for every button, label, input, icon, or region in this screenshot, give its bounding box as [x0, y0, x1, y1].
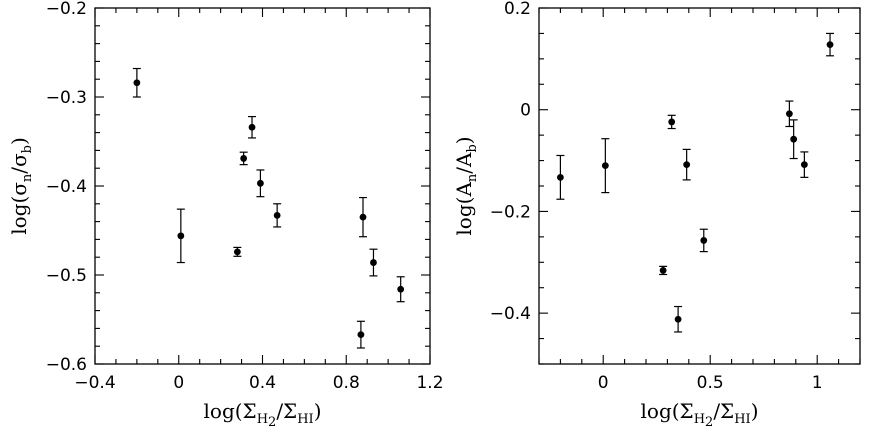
- y-axis-label: log(An/Ab): [452, 136, 480, 235]
- data-point: [357, 331, 365, 339]
- x-tick-label: 1: [812, 373, 823, 393]
- data-point: [785, 110, 793, 118]
- data-point: [233, 248, 241, 256]
- data-point: [800, 161, 808, 169]
- y-tick-label: −0.2: [46, 0, 87, 19]
- data-point: [674, 315, 682, 323]
- y-tick-label: −0.4: [46, 177, 87, 197]
- x-tick-label: 0.5: [697, 373, 724, 393]
- data-point: [273, 211, 281, 219]
- data-point: [257, 179, 264, 187]
- x-tick-label: −0.4: [74, 373, 115, 393]
- data-point: [397, 285, 405, 293]
- left-panel-sigma-ratio: −0.4 0 0.4 0.8 1.2 −0.6 −0.5 −0.4 −0.3 −0.2 log(ΣH…: [7, 0, 444, 430]
- data-point: [826, 41, 834, 49]
- data-point: [359, 213, 367, 221]
- data-point: [683, 161, 691, 169]
- x-tick-label: 0.8: [333, 373, 360, 393]
- data-point: [177, 232, 185, 240]
- x-tick-label: 0: [173, 373, 184, 393]
- data-point: [240, 155, 248, 162]
- y-tick-label: 0.2: [504, 0, 531, 19]
- x-axis-label: log(ΣH2/ΣHI): [641, 399, 759, 430]
- x-tick-label: 0.4: [249, 373, 276, 393]
- data-point: [133, 79, 141, 87]
- data-point: [659, 267, 667, 274]
- data-point: [668, 118, 676, 126]
- y-tick-label: −0.4: [490, 304, 531, 324]
- data-point: [370, 259, 377, 266]
- y-tick-label: 0: [520, 101, 531, 121]
- right-panel-amplitude-ratio: 0 0.5 1 −0.4 −0.2 0 0.2 log(ΣH2/ΣHI) log(An/Ab): [452, 0, 861, 430]
- data-point: [790, 135, 798, 143]
- plot-frame: [538, 7, 861, 365]
- data-point: [557, 173, 564, 181]
- x-axis-label: log(ΣH2/ΣHI): [204, 399, 322, 430]
- y-axis-label: log(σn/σb): [7, 137, 35, 235]
- y-tick-label: −0.5: [46, 266, 87, 286]
- y-tick-label: −0.6: [46, 355, 87, 375]
- x-tick-label: 1.2: [416, 373, 443, 393]
- data-point: [248, 123, 256, 131]
- data-point: [601, 162, 609, 170]
- y-tick-label: −0.2: [490, 202, 531, 222]
- data-point: [700, 237, 708, 244]
- y-tick-label: −0.3: [46, 88, 87, 108]
- x-tick-label: 0: [598, 373, 609, 393]
